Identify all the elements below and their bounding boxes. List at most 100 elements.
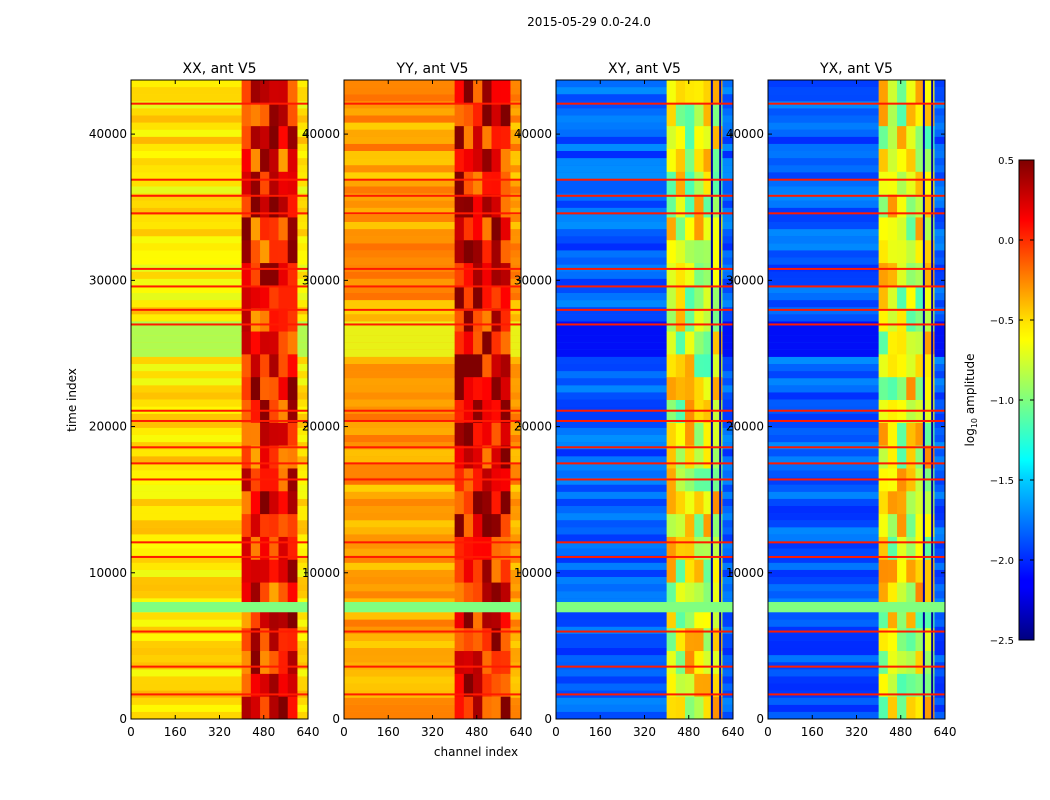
heatmap-row [344, 250, 521, 258]
heatmap-row [768, 257, 945, 265]
y-tick-label: 10000 [89, 566, 127, 580]
heatmap-cell [260, 673, 270, 697]
heatmap-stripe [131, 419, 308, 422]
heatmap-cell [703, 536, 714, 560]
heatmap-cell [269, 445, 279, 469]
heatmap-cell [463, 194, 474, 218]
heatmap-row [344, 513, 521, 521]
heatmap-cell [666, 673, 677, 697]
heatmap-row [131, 477, 308, 485]
heatmap-cell [260, 604, 270, 629]
heatmap-cell [250, 490, 261, 515]
heatmap-cell [897, 559, 907, 583]
heatmap-row [131, 655, 308, 663]
heatmap-cell [482, 239, 492, 264]
heatmap-row [556, 243, 733, 251]
heatmap-row [344, 179, 521, 187]
heatmap-row [556, 342, 733, 350]
heatmap-cell [878, 125, 889, 149]
heatmap-row [131, 385, 308, 393]
heatmap-cell [250, 422, 261, 446]
heatmap-cell [250, 536, 261, 560]
heatmap-cell [924, 445, 935, 469]
heatmap-cell [241, 285, 252, 309]
heatmap-cell [685, 445, 695, 469]
heatmap-row [344, 640, 521, 648]
heatmap-cell [269, 80, 279, 104]
heatmap-cell [473, 285, 483, 309]
heatmap-cell [278, 582, 289, 606]
heatmap-cell [703, 513, 714, 537]
heatmap-cell [675, 582, 686, 606]
heatmap-cell [666, 125, 677, 149]
heatmap-cell [250, 445, 261, 469]
heatmap-row [344, 598, 521, 606]
heatmap-row [768, 115, 945, 123]
heatmap-row [768, 584, 945, 592]
heatmap-cell [463, 445, 474, 469]
heatmap-cell [482, 80, 492, 104]
heatmap-row [768, 328, 945, 336]
heatmap-row [556, 229, 733, 237]
heatmap-row [344, 577, 521, 585]
heatmap-row [131, 285, 308, 293]
heatmap-cell [250, 650, 261, 674]
heatmap-cell [915, 353, 926, 378]
heatmap-cell [712, 171, 723, 195]
heatmap-row [131, 364, 308, 372]
heatmap-row [344, 186, 521, 194]
heatmap-row [556, 626, 733, 634]
x-tick-label: 0 [552, 725, 560, 739]
heatmap-cell [924, 308, 935, 332]
heatmap-cell [685, 148, 695, 172]
heatmap-stripe [768, 178, 945, 181]
heatmap-cell [473, 422, 483, 446]
heatmap-cell [675, 262, 686, 286]
heatmap-cell [666, 422, 677, 446]
heatmap-cell [712, 194, 723, 218]
heatmap-row [131, 293, 308, 301]
heatmap-cell [463, 125, 474, 149]
heatmap-cell [694, 80, 704, 104]
heatmap-cell [260, 376, 270, 400]
heatmap-cell [887, 262, 898, 286]
heatmap-cell [703, 216, 714, 241]
heatmap-cell [500, 559, 511, 583]
heatmap-cell [241, 353, 252, 378]
heatmap-row [344, 94, 521, 102]
heatmap-row [768, 498, 945, 506]
y-tick-label: 20000 [302, 420, 340, 434]
heatmap-cell [269, 239, 279, 264]
heatmap-cell [278, 445, 289, 469]
heatmap-cell [463, 262, 474, 286]
heatmap-row [768, 101, 945, 109]
colorbar-label-sub: 10 [970, 418, 979, 428]
heatmap-cell [287, 673, 298, 697]
heatmap-cell [675, 80, 686, 104]
heatmap-cell [685, 353, 695, 378]
heatmap-row [344, 584, 521, 592]
heatmap-cell [491, 445, 502, 469]
heatmap-row [768, 548, 945, 556]
heatmap-cell [915, 513, 926, 537]
y-tick-label: 30000 [726, 273, 764, 287]
heatmap-row [131, 435, 308, 443]
heatmap-cell [897, 490, 907, 515]
heatmap-cell [666, 331, 677, 355]
heatmap-cell [454, 148, 465, 172]
heatmap-row [768, 449, 945, 457]
heatmap-cell [685, 171, 695, 195]
heatmap-cell [915, 422, 926, 446]
heatmap-panel-yx: YX, ant V5 0 160 320 480 640 0 10000 20000 30000 4… [726, 61, 957, 739]
heatmap-row [131, 158, 308, 166]
heatmap-cell [269, 604, 279, 629]
heatmap-cell [703, 490, 714, 515]
heatmap-row [556, 491, 733, 499]
heatmap-stripe [131, 178, 308, 181]
heatmap-cell [260, 696, 270, 720]
heatmap-stripe [556, 212, 733, 215]
heatmap-cell [269, 331, 279, 355]
heatmap-cell [703, 125, 714, 149]
heatmap-row [131, 498, 308, 506]
heatmap-cell [491, 627, 502, 652]
